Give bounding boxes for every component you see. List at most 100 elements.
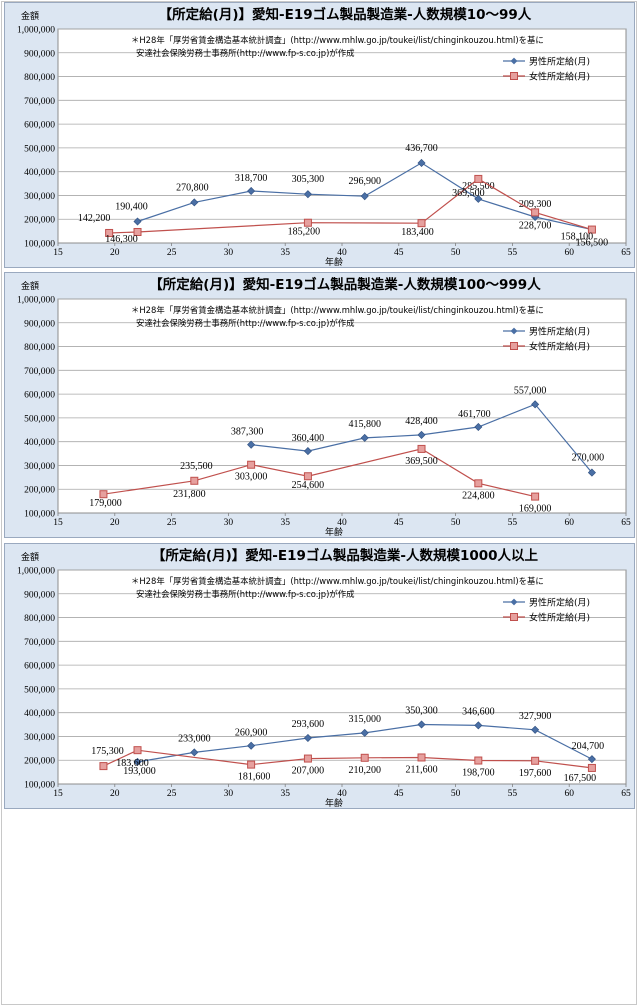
data-label: 158,100 xyxy=(561,232,594,243)
chart-svg-3: 100,000 200,000 300,000 400,000 500,000 600,0… xyxy=(17,547,631,809)
data-point-male xyxy=(360,192,369,201)
data-label: 204,700 xyxy=(572,741,605,752)
x-tick-label: 45 xyxy=(394,789,404,799)
y-tick-label: 800,000 xyxy=(24,614,55,624)
x-axis-title: 年齢 xyxy=(325,526,343,538)
data-point-male xyxy=(417,720,426,729)
chart-title: 【所定給(月)】愛知-E19ゴム製品製造業-人数規模1000人以上 xyxy=(152,547,539,564)
data-point-male xyxy=(247,741,256,750)
data-label: 190,400 xyxy=(115,202,148,213)
data-label: 350,300 xyxy=(405,705,438,716)
y-tick-label: 200,000 xyxy=(24,757,55,767)
y-tick-label: 900,000 xyxy=(24,49,55,59)
data-point-male xyxy=(360,728,369,737)
x-tick-label: 65 xyxy=(621,789,631,799)
data-label: 369,500 xyxy=(405,456,438,467)
y-tick-label: 900,000 xyxy=(24,319,55,329)
x-tick-label: 30 xyxy=(224,518,234,528)
data-label: 315,000 xyxy=(348,714,381,725)
data-label: 369,500 xyxy=(452,188,485,199)
data-point-male xyxy=(303,447,312,456)
legend-marker-female xyxy=(510,613,518,621)
legend-marker-female xyxy=(510,72,518,80)
y-tick-label: 400,000 xyxy=(24,709,55,719)
data-point-male xyxy=(303,190,312,199)
data-label: 169,000 xyxy=(519,504,552,515)
data-label: 183,600 xyxy=(116,758,149,769)
data-point-male xyxy=(587,755,596,764)
data-label: 228,700 xyxy=(519,220,552,231)
x-tick-label: 55 xyxy=(508,248,518,258)
data-label: 224,800 xyxy=(462,490,495,501)
chart-title: 【所定給(月)】愛知-E19ゴム製品製造業-人数規模10～99人 xyxy=(159,6,532,23)
x-tick-label: 25 xyxy=(167,789,177,799)
y-tick-label: 300,000 xyxy=(24,462,55,472)
data-label: 233,000 xyxy=(178,733,211,744)
data-label: 175,300 xyxy=(91,746,124,757)
data-point-female xyxy=(531,492,540,501)
source-note-line2: 安達社会保険労務士事務所(http://www.fp-s.co.jp)が作成 xyxy=(136,589,355,599)
data-label: 231,800 xyxy=(173,489,206,500)
y-tick-label: 200,000 xyxy=(24,486,55,496)
y-tick-label: 300,000 xyxy=(24,733,55,743)
legend-label-female: 女性所定給(月) xyxy=(529,612,590,624)
data-label: 260,900 xyxy=(235,728,268,739)
y-tick-label: 700,000 xyxy=(24,638,55,648)
x-tick-label: 65 xyxy=(621,518,631,528)
legend-label-male: 男性所定給(月) xyxy=(529,326,590,338)
data-label: 305,300 xyxy=(292,174,325,185)
x-axis-title: 年齢 xyxy=(325,797,343,809)
data-point-female xyxy=(587,225,596,234)
data-label: 270,800 xyxy=(176,182,209,193)
data-point-male xyxy=(190,748,199,757)
x-tick-label: 60 xyxy=(564,789,574,799)
x-tick-label: 55 xyxy=(508,789,518,799)
chart-panel-2: 100,000 200,000 300,000 400,000 500,000 600,0… xyxy=(4,272,635,538)
data-label: 185,200 xyxy=(288,227,321,238)
data-label: 183,400 xyxy=(401,227,434,238)
data-point-female xyxy=(417,444,426,453)
x-tick-label: 50 xyxy=(451,789,461,799)
x-tick-label: 25 xyxy=(167,248,177,258)
chart-svg-1: 100,000 200,000 300,000 400,000 500,000 600,0… xyxy=(17,6,631,268)
data-label: 387,300 xyxy=(231,427,264,438)
data-label: 235,500 xyxy=(180,461,213,472)
legend-label-male: 男性所定給(月) xyxy=(529,56,590,68)
x-tick-label: 40 xyxy=(337,518,347,528)
data-point-male xyxy=(531,400,540,409)
data-point-female xyxy=(99,762,108,771)
x-axis-title: 年齢 xyxy=(325,256,343,268)
data-point-male xyxy=(474,194,483,203)
data-label: 270,000 xyxy=(572,453,605,464)
legend-marker-female xyxy=(510,342,518,350)
data-label: 360,400 xyxy=(292,433,325,444)
data-label: 285,500 xyxy=(462,181,495,192)
x-tick-label: 15 xyxy=(53,789,63,799)
x-tick-label: 40 xyxy=(337,248,347,258)
data-point-female xyxy=(303,472,312,481)
y-tick-label: 800,000 xyxy=(24,343,55,353)
x-tick-label: 65 xyxy=(621,248,631,258)
data-point-female xyxy=(531,756,540,765)
data-point-female xyxy=(417,753,426,762)
data-point-female xyxy=(303,218,312,227)
y-tick-label: 100,000 xyxy=(24,240,55,250)
data-point-female xyxy=(587,763,596,772)
y-tick-label: 600,000 xyxy=(24,391,55,401)
x-tick-label: 40 xyxy=(337,789,347,799)
x-tick-label: 15 xyxy=(53,518,63,528)
x-tick-label: 20 xyxy=(110,248,120,258)
y-tick-label: 500,000 xyxy=(24,144,55,154)
data-label: 557,000 xyxy=(514,385,547,396)
x-tick-label: 15 xyxy=(53,248,63,258)
data-label: 198,700 xyxy=(462,768,495,779)
data-label: 303,000 xyxy=(235,472,268,483)
data-point-male xyxy=(133,757,142,766)
data-label: 327,900 xyxy=(519,711,552,722)
data-point-male xyxy=(190,198,199,207)
source-note-line2: 安達社会保険労務士事務所(http://www.fp-s.co.jp)が作成 xyxy=(136,318,355,328)
data-point-female xyxy=(531,208,540,217)
y-tick-label: 500,000 xyxy=(24,685,55,695)
data-point-female xyxy=(474,479,483,488)
